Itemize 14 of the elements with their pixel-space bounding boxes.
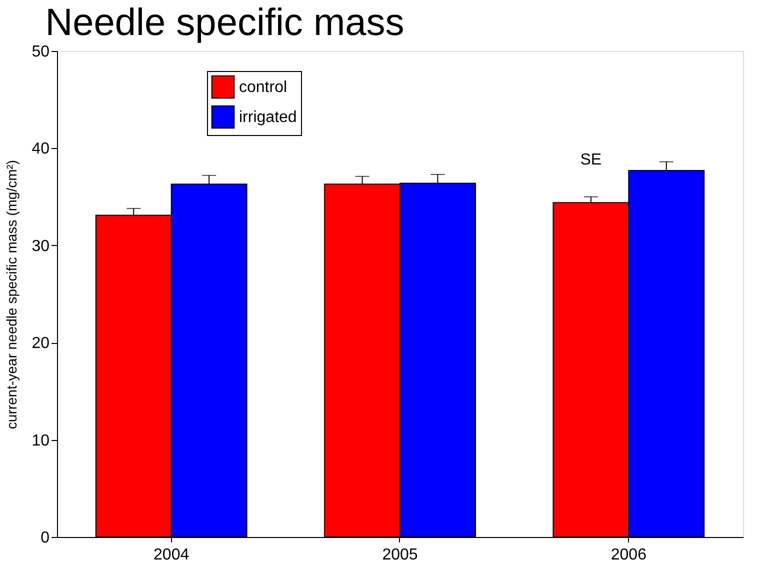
chart-title: Needle specific mass xyxy=(45,2,404,44)
legend-label: irrigated xyxy=(239,109,297,126)
y-tick-label: 40 xyxy=(32,140,50,158)
x-tick-label: 2004 xyxy=(154,546,190,564)
y-tick-label: 10 xyxy=(32,432,50,450)
y-tick-label: 20 xyxy=(32,335,50,352)
y-tick-label: 30 xyxy=(32,238,50,255)
y-tick-label: 0 xyxy=(40,530,50,546)
y-tick-label: 50 xyxy=(32,44,50,60)
annotation: SE xyxy=(580,152,602,169)
y-axis-title: current-year needle specific mass (mg/cm²) xyxy=(4,160,20,430)
x-tick-label: 2005 xyxy=(382,546,418,564)
legend-label: control xyxy=(239,79,288,96)
x-tick-label: 2006 xyxy=(610,546,647,564)
